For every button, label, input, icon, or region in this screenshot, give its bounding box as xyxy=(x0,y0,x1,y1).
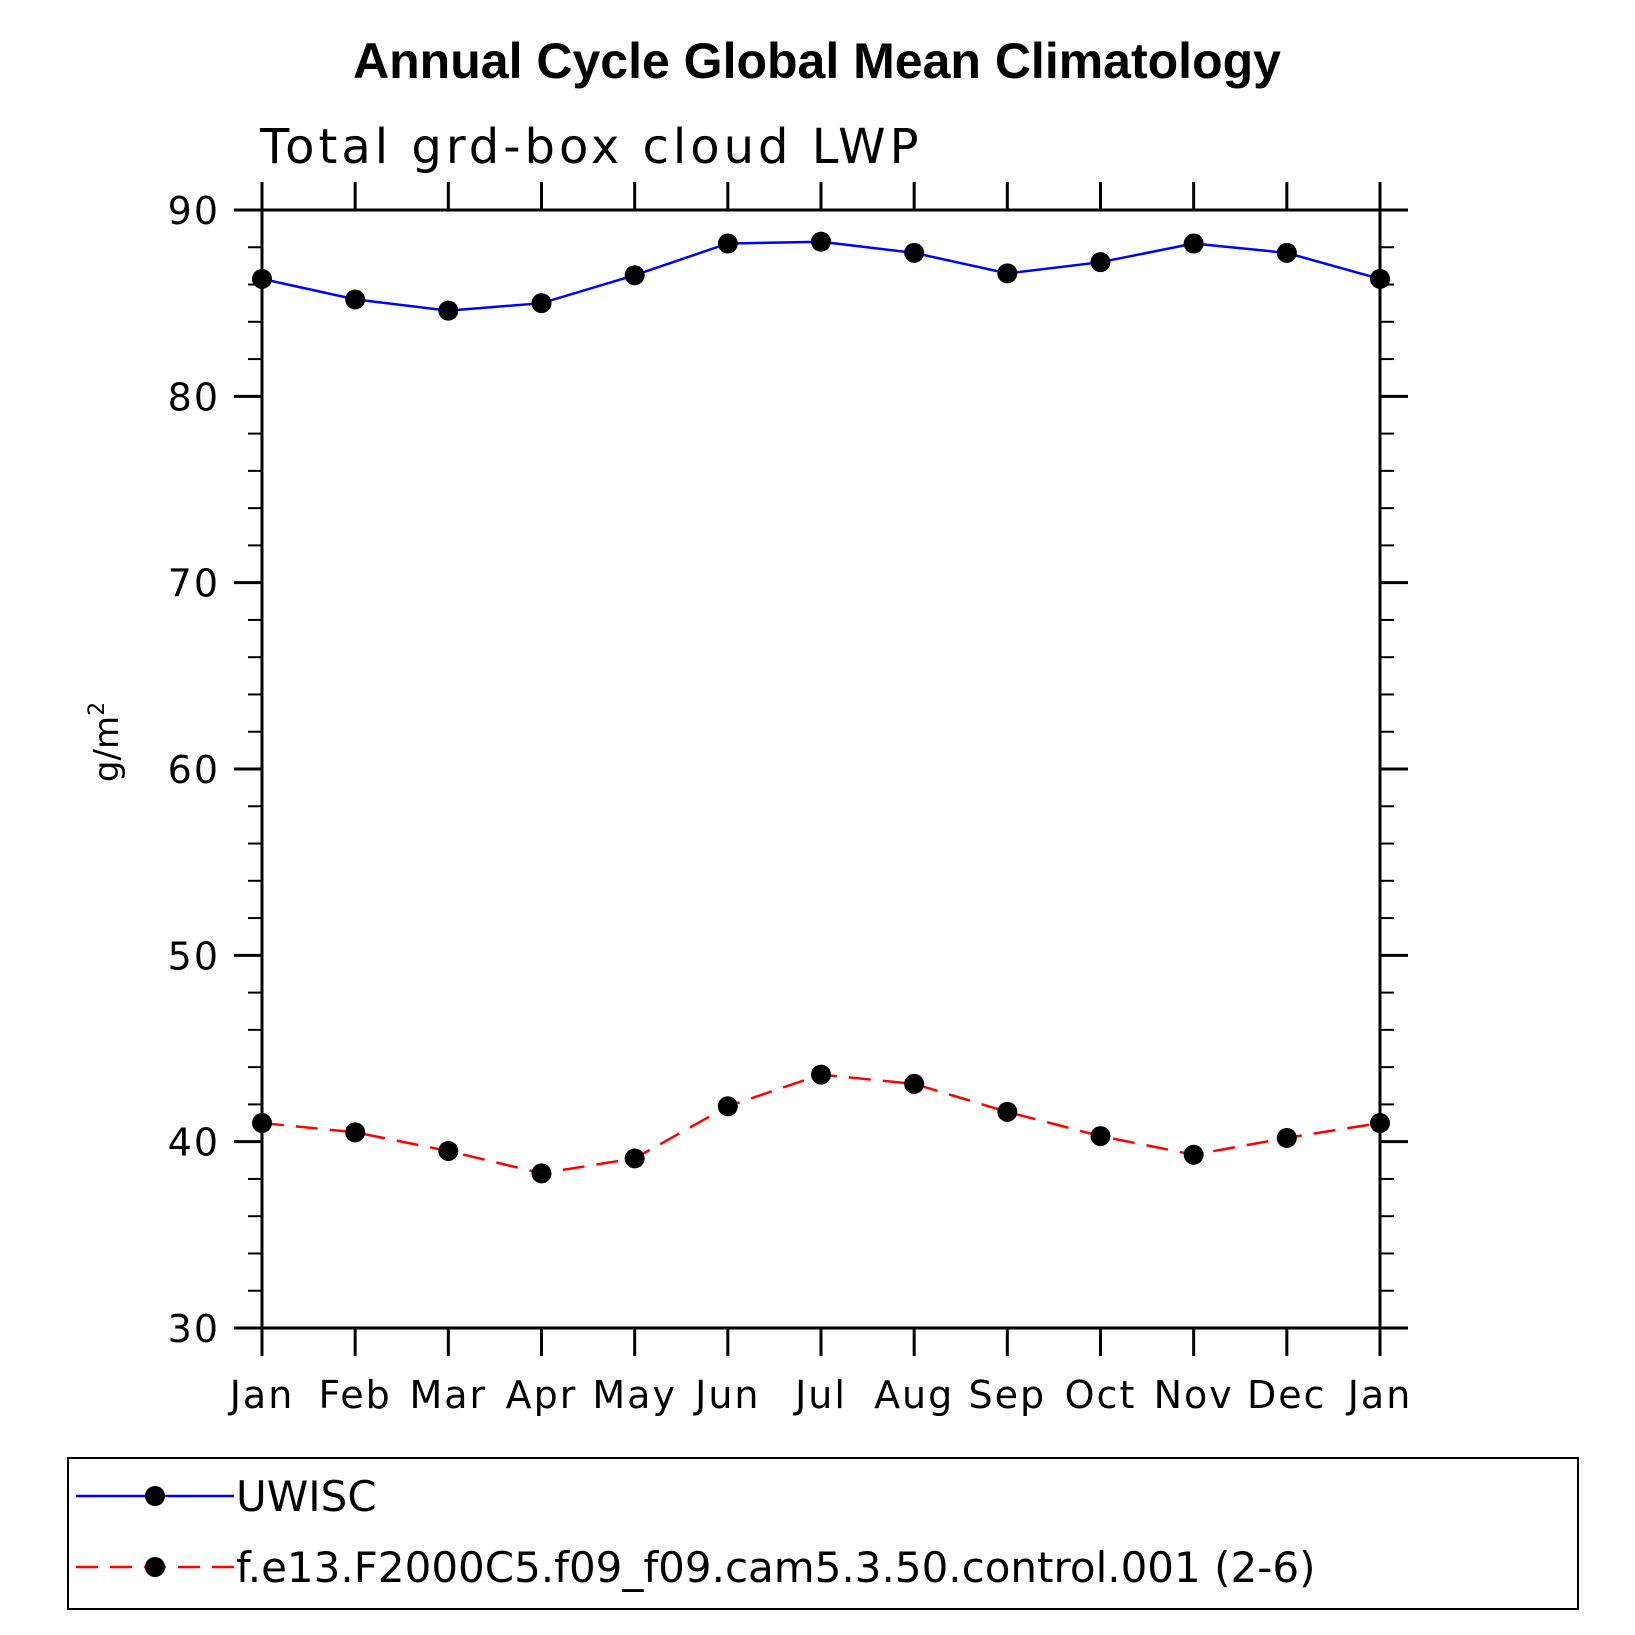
series-line-1 xyxy=(261,240,1381,312)
series-1-point xyxy=(1276,242,1297,263)
y-tick-label: 60 xyxy=(168,748,220,792)
x-tick-label: Jun xyxy=(693,1373,760,1417)
series-1-point xyxy=(1090,252,1111,273)
series-2-point xyxy=(252,1113,272,1134)
series-2-point xyxy=(531,1163,552,1184)
series-2-point xyxy=(345,1122,366,1143)
y-axis-label-superscript: 2 xyxy=(85,702,110,716)
y-tick-label: 30 xyxy=(168,1307,220,1351)
y-tick-label: 50 xyxy=(168,934,220,978)
y-tick-label: 90 xyxy=(168,189,220,233)
series-1-point xyxy=(997,263,1018,284)
series-2-point xyxy=(811,1064,831,1085)
legend xyxy=(67,1457,1579,1610)
series-2-point xyxy=(1370,1113,1390,1134)
series-1-point xyxy=(345,289,366,310)
chart-title: Annual Cycle Global Mean Climatology xyxy=(353,33,1281,89)
legend-items: UWISC f.e13.F2000C5.f09_f09.cam5.3.50.con… xyxy=(76,1472,1315,1592)
series-1-point xyxy=(624,265,645,286)
x-tick-label: Jul xyxy=(793,1373,847,1417)
x-tick-label: Sep xyxy=(969,1373,1047,1417)
legend-marker-1 xyxy=(145,1486,165,1506)
series-1-point xyxy=(252,268,272,289)
series-1-point xyxy=(811,231,831,252)
x-tick-label: Oct xyxy=(1065,1373,1137,1417)
series-1-point xyxy=(1370,268,1390,289)
y-axis-label-base: g/m xyxy=(87,716,127,782)
x-tick-label: Dec xyxy=(1247,1373,1327,1417)
y-tick-labels: 30 40 50 60 70 80 90 xyxy=(168,189,220,1351)
series-2-point xyxy=(997,1101,1018,1122)
x-tick-label: Feb xyxy=(319,1373,392,1417)
series-lines xyxy=(261,240,1381,1175)
x-tick-label: Aug xyxy=(874,1373,954,1417)
x-tick-labels: Jan Feb Mar Apr May Jun Jul Aug Sep Oct Nov Dec Jan xyxy=(228,1373,1413,1417)
series-2-point xyxy=(1276,1127,1297,1148)
series-2-point xyxy=(1183,1144,1204,1165)
legend-label-1: UWISC xyxy=(236,1472,377,1521)
x-tick-label: Mar xyxy=(409,1373,487,1417)
series-2-point xyxy=(1090,1126,1111,1147)
series-1-point xyxy=(531,293,552,314)
y-tick-label: 40 xyxy=(168,1121,220,1165)
series-1-point xyxy=(1183,233,1204,254)
series-line-2 xyxy=(261,1073,1381,1175)
x-tick-label: Jan xyxy=(1346,1373,1413,1417)
series-2-point xyxy=(438,1140,459,1161)
legend-label-2: f.e13.F2000C5.f09_f09.cam5.3.50.control.… xyxy=(236,1543,1315,1592)
svg-text:g/m2: g/m2 xyxy=(85,702,127,782)
plot-frame xyxy=(260,208,1382,1330)
series-points xyxy=(252,231,1390,1184)
x-tick-label: Nov xyxy=(1154,1373,1234,1417)
y-axis-label: g/m2 xyxy=(85,702,127,782)
series-1-point xyxy=(717,233,738,254)
series-1-point xyxy=(438,300,459,321)
x-tick-label: Jan xyxy=(228,1373,295,1417)
y-tick-label: 70 xyxy=(168,562,220,606)
series-2-point xyxy=(624,1148,645,1169)
series-2-point xyxy=(904,1073,925,1094)
chart-subtitle: Total grd-box cloud LWP xyxy=(259,119,923,175)
legend-marker-2 xyxy=(145,1557,165,1577)
y-tick-label: 80 xyxy=(168,375,220,419)
x-tick-label: May xyxy=(592,1373,677,1417)
series-1-point xyxy=(904,242,925,263)
x-tick-label: Apr xyxy=(506,1373,578,1417)
series-2-point xyxy=(717,1096,738,1117)
axis-ticks xyxy=(234,182,1408,1356)
